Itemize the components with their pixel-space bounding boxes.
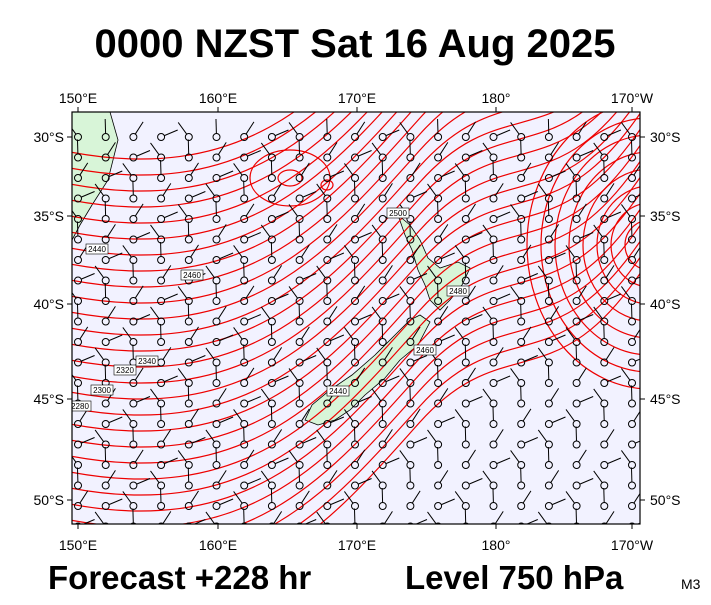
contour-label: 2440 (329, 387, 347, 396)
left-axis-label: 45°S (33, 391, 64, 407)
bottom-axis-label: 150°E (59, 537, 97, 553)
right-axis-label: 35°S (650, 208, 681, 224)
top-axis-label: 180° (482, 90, 511, 106)
right-axis-label: 30°S (650, 129, 681, 145)
contour-label: 2460 (183, 271, 201, 280)
top-axis-label: 170°E (338, 90, 376, 106)
left-axis-label: 30°S (33, 129, 64, 145)
bottom-axis-label: 180° (482, 537, 511, 553)
bottom-axis-label: 170°W (611, 537, 654, 553)
forecast-label: Forecast +228 hr (48, 559, 311, 596)
bottom-axis-label: 170°E (338, 537, 376, 553)
level-label: Level 750 hPa (405, 559, 624, 596)
right-axis-label: 45°S (650, 391, 681, 407)
bottom-axis-label: 160°E (199, 537, 237, 553)
title: 0000 NZST Sat 16 Aug 2025 (95, 22, 616, 66)
contour-label: 2320 (116, 366, 134, 375)
contour-label: 2440 (88, 245, 106, 254)
contour-label: 2460 (416, 346, 434, 355)
contour-label: 2500 (389, 209, 407, 218)
contour-label: 2300 (93, 386, 111, 395)
contour-label: 2280 (71, 402, 89, 411)
top-axis-label: 160°E (199, 90, 237, 106)
model-code: M3 (681, 576, 701, 592)
left-axis-label: 50°S (33, 492, 64, 508)
contour-label: 2480 (449, 287, 467, 296)
left-axis-label: 40°S (33, 296, 64, 312)
top-axis-label: 150°E (59, 90, 97, 106)
contour-label: 2340 (138, 357, 156, 366)
right-axis-label: 50°S (650, 492, 681, 508)
top-axis-label: 170°W (611, 90, 654, 106)
left-axis-label: 35°S (33, 208, 64, 224)
right-axis-label: 40°S (650, 296, 681, 312)
